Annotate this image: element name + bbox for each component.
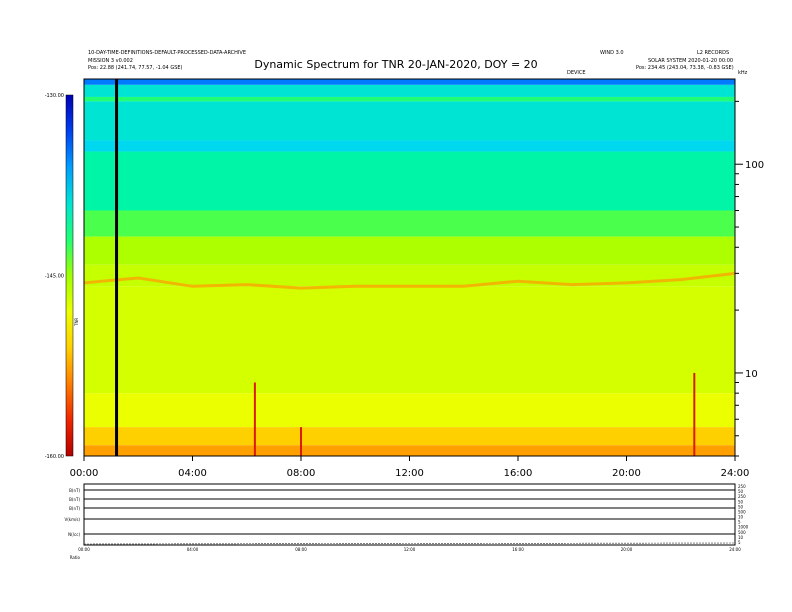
- spectrum-band-4: [84, 140, 735, 152]
- x-tick-label-1: 04:00: [178, 468, 207, 479]
- bottom-x-label-3: 12:00: [404, 547, 416, 552]
- bottom-right-scale-3: 50: [738, 499, 744, 504]
- bottom-right-scale-2: 250: [738, 494, 746, 499]
- spectrum-band-8: [84, 264, 735, 287]
- colorbar-label-2: -160.00: [45, 454, 64, 460]
- data-gap: [115, 79, 119, 456]
- bottom-x-label-5: 20:00: [621, 547, 633, 552]
- spectrum-band-6: [84, 210, 735, 237]
- bottom-panel-ratio-trace: [83, 542, 736, 545]
- header-right-line1a: WIND 3.0: [600, 50, 624, 56]
- header-right-line2: SOLAR SYSTEM 2020-01-20 00:00: [648, 58, 734, 64]
- bottom-right-scale-4: 50: [738, 504, 744, 509]
- colorbar: [65, 94, 74, 457]
- x-tick-label-2: 08:00: [287, 468, 316, 479]
- spectrum-band-11: [84, 427, 735, 446]
- bottom-panel-frame: [83, 483, 736, 546]
- bottom-right-scale-10: 10: [738, 535, 744, 540]
- header-left-line2: MISSION 3 v0.002: [88, 58, 133, 64]
- bottom-row-label-2: B(nT): [69, 506, 80, 511]
- radio-burst-0: [253, 382, 256, 456]
- bottom-x-label-6: 24:00: [729, 547, 741, 552]
- bottom-row-label-4: N(/cc): [68, 532, 80, 537]
- bottom-row-label-0: B(nT): [69, 488, 80, 493]
- x-tick-label-6: 24:00: [721, 468, 750, 479]
- bottom-row-label-1: B(nT): [69, 497, 80, 502]
- colorbar-label-1: -145.00: [45, 274, 64, 280]
- spectrum-band-0: [84, 79, 735, 85]
- spectrum-band-7: [84, 236, 735, 265]
- x-tick-label-4: 16:00: [504, 468, 533, 479]
- header-right-line3: Pos: 234.45 (243.04, 73.38, -0.83 GSE): [636, 65, 734, 71]
- bottom-right-scale-1: 50: [738, 489, 744, 494]
- y-tick-label-1: 10: [745, 369, 758, 380]
- bottom-right-scale-0: 250: [738, 484, 746, 489]
- radio-burst-1: [693, 372, 696, 456]
- bottom-right-scale-11: 5: [738, 540, 741, 545]
- spectrum-band-5: [84, 151, 735, 211]
- bottom-row-label-3: V(km/s): [64, 517, 80, 522]
- plasma-line: [83, 271, 736, 290]
- spectrum-band-1: [84, 84, 735, 97]
- bottom-right-scale-6: 10: [738, 515, 744, 520]
- spectrum-band-3: [84, 101, 735, 141]
- bottom-x-label-1: 04:00: [187, 547, 199, 552]
- x-tick-label-3: 12:00: [395, 468, 424, 479]
- chart-title: Dynamic Spectrum for TNR 20-JAN-2020, DO…: [254, 58, 538, 71]
- bottom-x-label-2: 08:00: [295, 547, 307, 552]
- bottom-x-label-4: 16:00: [512, 547, 524, 552]
- header-right-small: kHz: [738, 70, 748, 76]
- spectrum-band-2: [84, 96, 735, 102]
- bottom-x-label-0: 00:00: [78, 547, 90, 552]
- spectrum-band-12: [84, 445, 735, 456]
- colorbar-label-0: -130.00: [45, 93, 64, 99]
- spectrum-band-10: [84, 393, 735, 428]
- x-tick-label-0: 00:00: [70, 468, 99, 479]
- spectrum-band-9: [84, 286, 735, 394]
- header-center-small: DEVICE: [567, 70, 586, 76]
- header-right-line1b: L2 RECORDS: [697, 50, 730, 56]
- x-tick-label-5: 20:00: [612, 468, 641, 479]
- header-left-line3: Pos: 22.88 (241.74, 77.57, -1.04 GSE): [88, 65, 183, 71]
- bottom-right-scale-7: 5: [738, 520, 741, 525]
- colorbar-unit: TNR: [74, 318, 79, 327]
- y-tick-label-0: 100: [745, 160, 764, 171]
- radio-burst-2: [300, 427, 302, 456]
- bottom-right-scale-8: 1000: [738, 525, 749, 530]
- bottom-row-label-6: Ratio: [70, 555, 81, 560]
- bottom-right-scale-5: 500: [738, 509, 746, 514]
- header-left-line1: 10-DAY-TIME-DEFINITIONS-DEFAULT-PROCESSE…: [88, 50, 246, 56]
- bottom-right-scale-9: 500: [738, 530, 746, 535]
